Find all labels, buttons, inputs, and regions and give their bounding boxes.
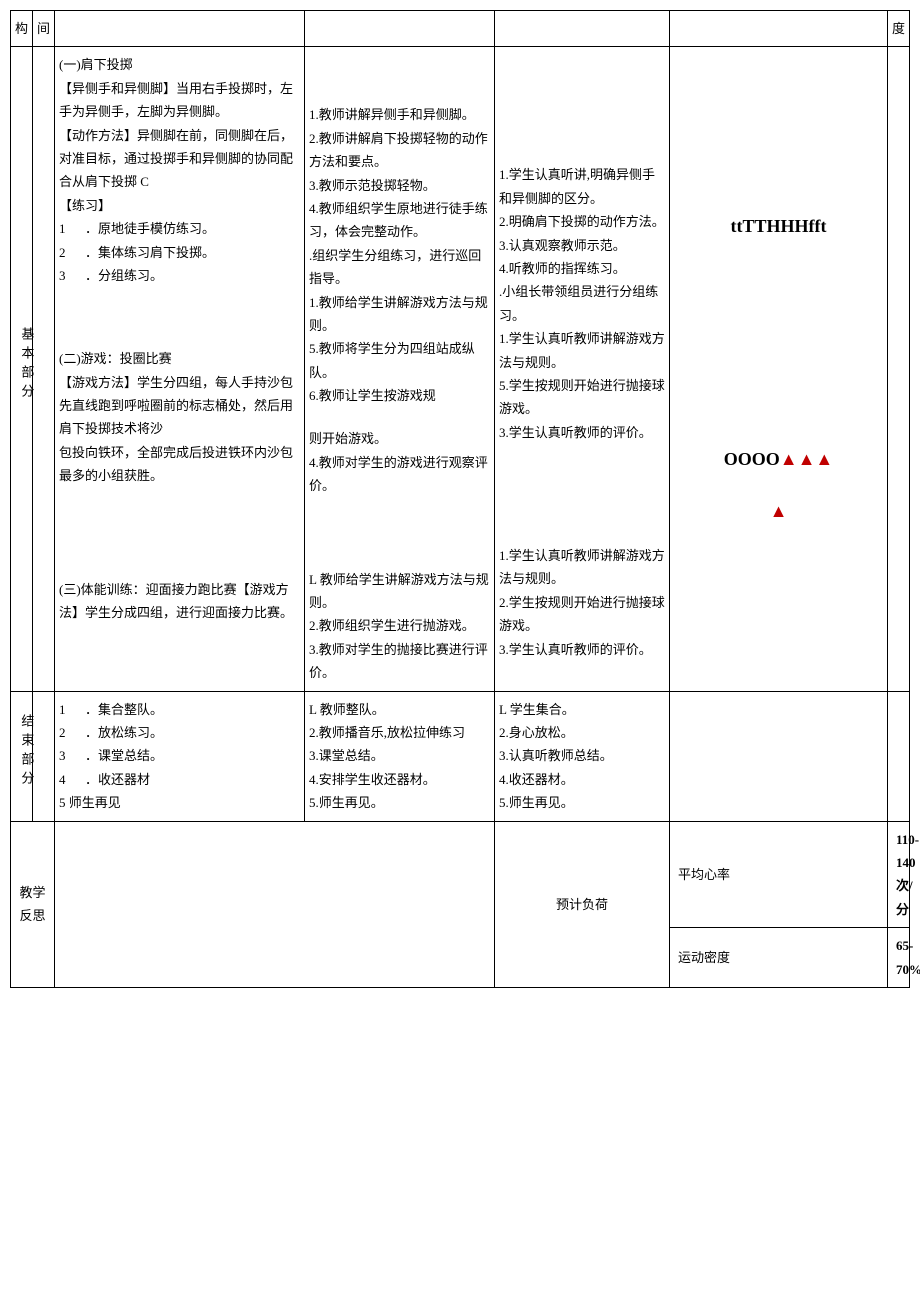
header-structure: 构 xyxy=(11,11,33,47)
header-time: 间 xyxy=(33,11,55,47)
end-item4-num: 4 xyxy=(59,772,66,787)
student-item-3-3: 3.学生认真听教师的评价。 xyxy=(499,638,665,661)
main-student: 1.学生认真听讲,明确异侧手和异侧脚的区分。 2.明确肩下投掷的动作方法。 3.… xyxy=(495,47,670,691)
section2-title: (二)游戏：投圈比赛 xyxy=(59,347,300,370)
heart-rate-label: 平均心率 xyxy=(670,821,888,928)
end-structure-text: 结束部分 xyxy=(15,714,38,790)
main-row: 基本部分 (一)肩下投掷 【异侧手和异侧脚】当用右手投掷时，左手为异侧手，左脚为… xyxy=(11,47,910,691)
section3-text: (三)体能训练：迎面接力跑比赛【游戏方法】学生分成四组，进行迎面接力比赛。 xyxy=(59,578,300,625)
reflection-row-1: 教学反思 预计负荷 平均心率 110-140 次/分 xyxy=(11,821,910,928)
header-teacher xyxy=(305,11,495,47)
main-structure-text: 基本部分 xyxy=(15,327,38,403)
teacher-item-3-1: L 教师给学生讲解游戏方法与规则。 xyxy=(309,568,490,615)
student-item-1-3: 3.认真观察教师示范。 xyxy=(499,234,665,257)
student-item-1-5: .小组长带领组员进行分组练习。 xyxy=(499,280,665,327)
teacher-item-2-2: 5.教师将学生分为四组站成纵队。 xyxy=(309,337,490,384)
student-item-3-1: 1.学生认真听教师讲解游戏方法与规则。 xyxy=(499,544,665,591)
main-org: ttTTHHHfft OOOO▲▲▲ ▲ xyxy=(670,47,888,691)
student-item-2-2: 5.学生按规则开始进行抛接球游戏。 xyxy=(499,374,665,421)
header-student xyxy=(495,11,670,47)
student-item-1-1: 1.学生认真听讲,明确异侧手和异侧脚的区分。 xyxy=(499,163,665,210)
end-intensity xyxy=(888,691,910,821)
end-teacher-5: 5.师生再见。 xyxy=(309,791,490,814)
shape-circles: OOOO xyxy=(724,449,780,469)
practice-item2-num: 2 xyxy=(59,245,66,260)
teacher-item-3-3: 3.教师对学生的抛接比赛进行评价。 xyxy=(309,638,490,685)
shape-triangle-single: ▲ xyxy=(770,501,788,521)
end-student-2: 2.身心放松。 xyxy=(499,721,665,744)
section1-p1: 【异侧手和异侧脚】当用右手投掷时，左手为异侧手，左脚为异侧脚。 xyxy=(59,77,300,124)
end-item3-num: 3 xyxy=(59,748,66,763)
end-teacher-1: L 教师整队。 xyxy=(309,698,490,721)
practice-item3-text: ．分组练习。 xyxy=(85,268,163,283)
end-student-5: 5.师生再见。 xyxy=(499,791,665,814)
end-teacher-3: 3.课堂总结。 xyxy=(309,744,490,767)
section1-p2: 【动作方法】异侧脚在前，同侧脚在后，对准目标，通过投掷手和异侧脚的协同配合从肩下… xyxy=(59,124,300,194)
end-row: 结束部分 1 ．集合整队。 2 ．放松练习。 3 ．课堂总结。 4 ．收还器材 … xyxy=(11,691,910,821)
teacher-item-2-1: 1.教师给学生讲解游戏方法与规则。 xyxy=(309,291,490,338)
end-item1-num: 1 xyxy=(59,702,66,717)
end-item2-num: 2 xyxy=(59,725,66,740)
practice-item2-text: ．集体练习肩下投掷。 xyxy=(85,245,215,260)
end-teacher-4: 4.安排学生收还器材。 xyxy=(309,768,490,791)
heart-rate-value: 110-140 次/分 xyxy=(888,821,910,928)
end-item1-text: ．集合整队。 xyxy=(85,702,163,717)
shape-triangles-1: ▲▲▲ xyxy=(780,449,833,469)
teacher-item-1-3: 3.教师示范投掷轻物。 xyxy=(309,174,490,197)
student-item-1-4: 4.听教师的指挥练习。 xyxy=(499,257,665,280)
section2-p2: 包投向铁环，全部完成后投进铁环内沙包最多的小组获胜。 xyxy=(59,441,300,488)
density-label: 运动密度 xyxy=(670,928,888,988)
lesson-plan-table: 构 间 度 基本部分 (一)肩下投掷 【异侧手和异侧脚】当用右手投掷时，左手为异… xyxy=(10,10,910,988)
header-row: 构 间 度 xyxy=(11,11,910,47)
teacher-item-3-2: 2.教师组织学生进行抛游戏。 xyxy=(309,614,490,637)
header-content xyxy=(55,11,305,47)
reflection-content xyxy=(55,821,495,987)
end-teacher: L 教师整队。 2.教师播音乐,放松拉伸练习 3.课堂总结。 4.安排学生收还器… xyxy=(305,691,495,821)
teacher-item-2-4: 则开始游戏。 xyxy=(309,427,490,450)
student-item-3-2: 2.学生按规则开始进行抛接球游戏。 xyxy=(499,591,665,638)
practice-item1-text: ．原地徒手模仿练习。 xyxy=(85,221,215,236)
practice-item1-num: 1 xyxy=(59,221,66,236)
main-teacher: 1.教师讲解异侧手和异侧脚。 2.教师讲解肩下投掷轻物的动作方法和要点。 3.教… xyxy=(305,47,495,691)
main-intensity xyxy=(888,47,910,691)
teacher-item-1-4: 4.教师组织学生原地进行徒手练习，体会完整动作。 xyxy=(309,197,490,244)
end-student-3: 3.认真听教师总结。 xyxy=(499,744,665,767)
density-value: 65-70% xyxy=(888,928,910,988)
end-item3-text: ．课堂总结。 xyxy=(85,748,163,763)
end-structure-label: 结束部分 xyxy=(11,691,33,821)
practice-item3-num: 3 xyxy=(59,268,66,283)
teacher-item-1-5: .组织学生分组练习，进行巡回指导。 xyxy=(309,244,490,291)
shape-group-1: ttTTHHHfft xyxy=(731,216,827,236)
header-intensity: 度 xyxy=(888,11,910,47)
estimate-label: 预计负荷 xyxy=(495,821,670,987)
end-item5: 5 师生再见 xyxy=(59,791,300,814)
section1-p3: 【练习】 xyxy=(59,194,300,217)
end-org xyxy=(670,691,888,821)
student-item-2-1: 1.学生认真听教师讲解游戏方法与规则。 xyxy=(499,327,665,374)
end-item4-text: ．收还器材 xyxy=(85,772,150,787)
end-item2-text: ．放松练习。 xyxy=(85,725,163,740)
end-student-4: 4.收还器材。 xyxy=(499,768,665,791)
main-structure-label: 基本部分 xyxy=(11,47,33,691)
student-item-1-2: 2.明确肩下投掷的动作方法。 xyxy=(499,210,665,233)
end-student-1: L 学生集合。 xyxy=(499,698,665,721)
teacher-item-1-2: 2.教师讲解肩下投掷轻物的动作方法和要点。 xyxy=(309,127,490,174)
section2-p1: 【游戏方法】学生分四组，每人手持沙包先直线跑到呼啦圈前的标志桶处，然后用肩下投掷… xyxy=(59,371,300,441)
teacher-item-2-3: 6.教师让学生按游戏规 xyxy=(309,384,490,407)
end-content: 1 ．集合整队。 2 ．放松练习。 3 ．课堂总结。 4 ．收还器材 5 师生再… xyxy=(55,691,305,821)
section1-title: (一)肩下投掷 xyxy=(59,53,300,76)
teacher-item-2-5: 4.教师对学生的游戏进行观察评价。 xyxy=(309,451,490,498)
end-student: L 学生集合。 2.身心放松。 3.认真听教师总结。 4.收还器材。 5.师生再… xyxy=(495,691,670,821)
reflection-label: 教学反思 xyxy=(11,821,55,987)
teacher-item-1-1: 1.教师讲解异侧手和异侧脚。 xyxy=(309,103,490,126)
end-teacher-2: 2.教师播音乐,放松拉伸练习 xyxy=(309,721,490,744)
student-item-2-3: 3.学生认真听教师的评价。 xyxy=(499,421,665,444)
header-org xyxy=(670,11,888,47)
main-content: (一)肩下投掷 【异侧手和异侧脚】当用右手投掷时，左手为异侧手，左脚为异侧脚。 … xyxy=(55,47,305,691)
